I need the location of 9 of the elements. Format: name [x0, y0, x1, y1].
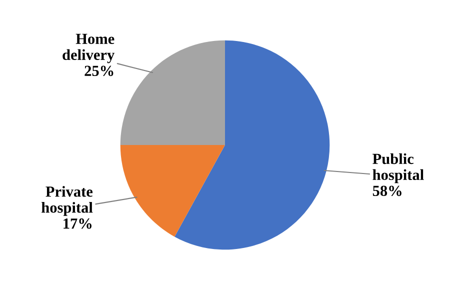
- data-label: 17%: [64, 218, 92, 229]
- slice-label: Public hospital: [372, 153, 424, 184]
- pie-slice: [120, 145, 225, 237]
- data-label: 25%: [84, 66, 114, 76]
- slice-label: Home delivery: [62, 34, 114, 64]
- slice-label: Private hospital: [42, 186, 93, 216]
- pie-slice: [120, 40, 225, 145]
- data-label: 58%: [372, 186, 402, 196]
- pie-slice: [174, 40, 330, 250]
